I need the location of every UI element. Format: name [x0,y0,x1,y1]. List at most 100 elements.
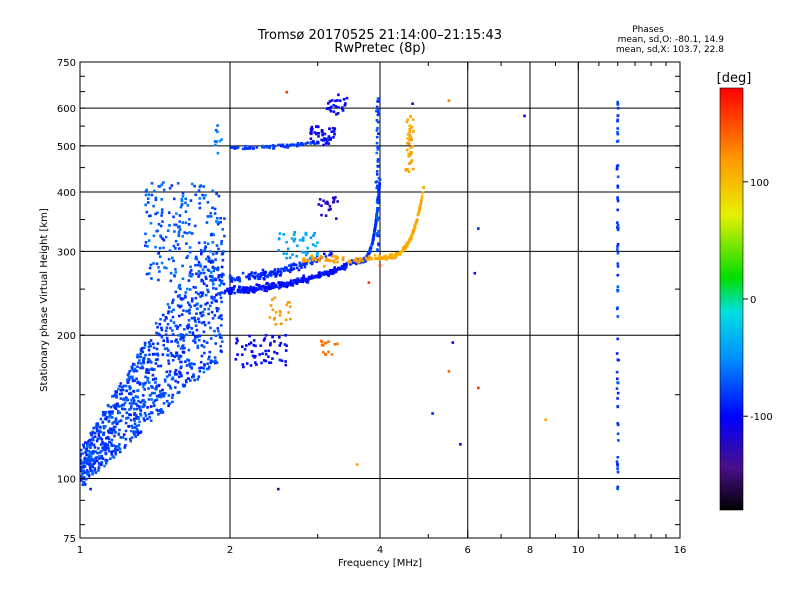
data-point [98,455,101,458]
data-point [241,286,245,289]
data-point [218,139,222,143]
data-point [166,339,169,342]
data-point [223,291,226,295]
data-point [97,431,101,435]
data-point [312,256,315,259]
data-point [137,399,140,403]
data-point [167,211,171,214]
y-tick-label: 200 [57,331,76,342]
data-point [141,394,145,397]
data-point [323,132,327,136]
data-point [338,267,341,271]
data-point [193,362,196,366]
data-point [263,359,266,362]
data-point [330,353,334,356]
data-point [407,155,411,158]
data-point [280,359,284,363]
data-point [103,413,107,417]
data-point [304,232,307,236]
data-point [193,304,196,307]
data-point [318,259,321,263]
data-point [255,146,259,149]
data-point [419,202,423,206]
data-point [616,487,619,491]
data-point [143,346,146,350]
data-point [174,368,178,372]
data-point [267,349,270,353]
data-point [218,336,222,339]
data-point [87,474,91,478]
data-point [147,358,150,361]
data-point [157,251,161,255]
data-point [149,339,153,342]
data-point [278,282,281,286]
data-point [142,405,145,409]
data-point [199,305,202,308]
data-point [207,321,211,325]
data-point [300,266,303,269]
data-point [263,337,267,340]
data-point [97,447,100,450]
data-point [147,371,151,374]
data-point [148,368,151,372]
data-point [292,262,296,266]
data-point [215,361,219,364]
data-point [177,334,180,337]
data-point [373,231,376,234]
data-point [268,283,271,286]
data-point [412,167,415,171]
data-point [143,404,146,407]
data-point [331,259,335,263]
data-point [181,336,185,340]
data-point [119,419,123,422]
data-point [616,456,620,459]
data-point [351,259,354,262]
data-point [110,441,113,445]
data-point [290,237,294,240]
data-point [285,90,289,94]
data-point [262,146,265,149]
data-point [208,257,211,260]
data-point [220,336,223,340]
data-point [310,254,313,257]
data-point [223,234,226,238]
data-point [135,377,138,381]
data-point [295,254,298,258]
data-point [128,402,132,405]
data-point [219,291,222,295]
data-point [194,257,197,260]
data-point [280,322,283,326]
data-point [349,261,353,264]
data-point [179,335,183,338]
data-point [202,330,206,334]
data-point [279,285,283,289]
data-point [159,393,163,396]
data-point [616,114,620,117]
data-point [114,419,118,423]
data-point [384,254,388,257]
data-point [328,108,332,111]
data-point [151,378,155,381]
data-point [133,367,137,371]
data-point [273,144,277,148]
data-point [206,288,209,292]
colorbar-tick-label: 100 [750,178,769,189]
data-point [113,406,117,409]
data-point [131,368,134,372]
data-point [139,362,143,365]
data-point [377,207,380,211]
data-point [273,270,276,273]
data-point [216,130,219,134]
data-point [377,100,381,103]
data-point [114,447,117,450]
data-point [383,255,386,258]
data-point [408,135,411,139]
data-point [195,272,198,276]
data-point [186,204,190,207]
data-point [317,273,321,277]
data-point [271,308,275,311]
data-point [130,424,134,428]
data-point [220,275,224,279]
data-point [308,275,311,279]
data-point [98,451,102,454]
